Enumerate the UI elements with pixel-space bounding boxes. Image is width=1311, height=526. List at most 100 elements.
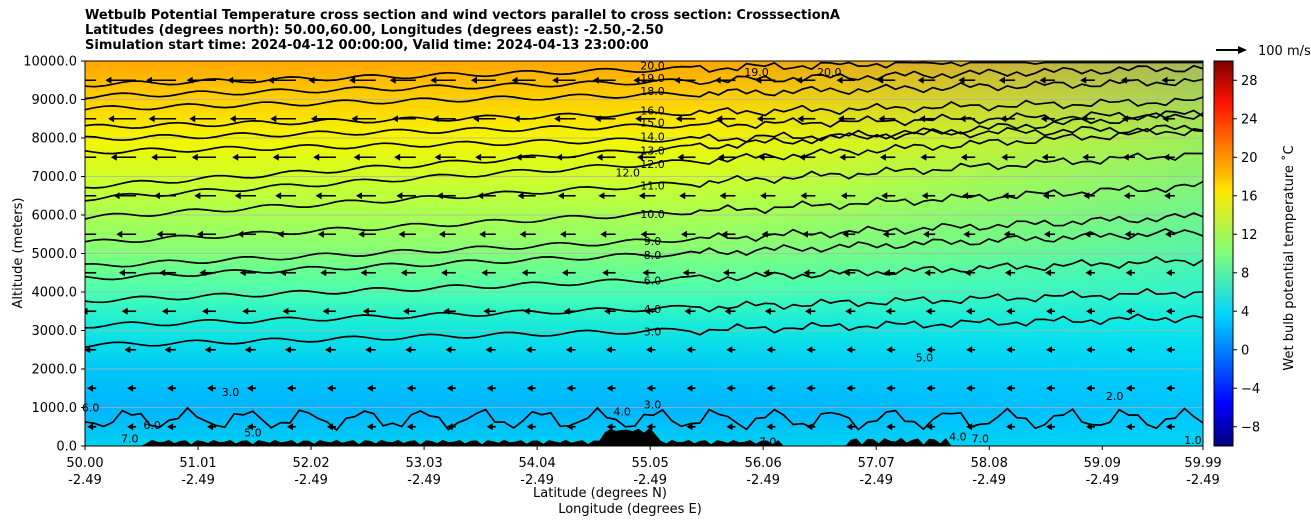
wind-vector-arrow-icon: [526, 384, 536, 392]
wind-vector-arrow-icon: [795, 76, 816, 84]
wind-vector-arrow-icon: [445, 346, 456, 354]
wind-vector-arrow-icon: [766, 423, 776, 431]
wind-vector-arrow-icon: [1002, 192, 1016, 200]
colorbar-label: Wet bulb potential temperature ˚C: [1281, 145, 1297, 370]
wind-vector-arrow-icon: [877, 76, 896, 84]
wind-vector-arrow-icon: [563, 307, 576, 315]
wind-vector-arrow-icon: [800, 192, 816, 200]
wind-vector-arrow-icon: [594, 115, 616, 123]
wind-vector-arrow-icon: [964, 269, 976, 277]
wind-vector-arrow-icon: [566, 423, 576, 431]
wind-vector-arrow-icon: [561, 269, 576, 277]
wind-vector-arrow-icon: [315, 192, 336, 200]
wind-vector-arrow-icon: [365, 346, 376, 354]
wind-vector-arrow-icon: [481, 269, 496, 277]
wind-vector-arrow-icon: [846, 423, 856, 431]
wind-vector-arrow-icon: [1046, 307, 1056, 315]
contour-label: 3.0: [644, 398, 662, 411]
wind-vector-arrow-icon: [801, 230, 816, 238]
x-tick-label-lon: -2.49: [407, 473, 441, 488]
wind-key-arrowhead-icon: [1238, 46, 1247, 54]
contour-line: [85, 124, 1203, 155]
wind-vector-arrow-icon: [842, 230, 856, 238]
wind-vector-arrow-icon: [85, 271, 97, 274]
wind-vector-arrow-icon: [1163, 153, 1175, 161]
wind-vector-arrow-icon: [118, 269, 137, 277]
wind-vector-arrow-icon: [719, 192, 736, 200]
wind-vector-arrow-icon: [446, 423, 456, 431]
x-tick-label-lat: 55.05: [632, 456, 669, 471]
wind-vector-arrow-icon: [926, 384, 936, 392]
wind-vector-arrow-icon: [156, 230, 177, 238]
wind-vector-arrow-icon: [1000, 115, 1016, 123]
x-tick-label-lon: -2.49: [1085, 473, 1119, 488]
wind-vector-arrow-icon: [349, 76, 376, 84]
chart-title: Wetbulb Potential Temperature cross sect…: [85, 8, 840, 53]
wind-vector-arrow-icon: [286, 423, 296, 431]
wind-vector-arrow-icon: [679, 192, 696, 200]
contour-line: [85, 313, 1203, 349]
wind-vector-arrow-icon: [845, 307, 856, 315]
y-axis-label: Altitude (meters): [11, 198, 26, 309]
wind-vector-arrow-icon: [596, 153, 616, 161]
y-tick-label: 5000.0: [32, 247, 78, 262]
wind-vector-arrow-icon: [277, 230, 296, 238]
wind-vector-arrow-icon: [434, 153, 456, 161]
contour-label: 12.0: [616, 167, 641, 180]
x-tick-label-lon: -2.49: [633, 473, 667, 488]
wind-vector-arrow-icon: [839, 153, 856, 161]
wind-vector-arrow-icon: [1046, 384, 1056, 392]
wind-vector-arrow-icon: [191, 153, 217, 161]
x-tick-label-lat: 54.04: [519, 456, 556, 471]
wind-vector-arrow-icon: [606, 423, 616, 431]
wind-vector-arrow-icon: [803, 269, 816, 277]
wind-vector-arrow-icon: [234, 192, 257, 200]
wind-vector-arrow-icon: [726, 346, 736, 354]
x-axis-label-longitude: Longitude (degrees E): [558, 502, 702, 517]
wind-vector-arrow-icon: [958, 76, 976, 84]
wind-vector-arrow-icon: [477, 192, 496, 200]
wind-vector-arrow-icon: [1124, 230, 1135, 238]
wind-vectors: [85, 76, 1175, 431]
wind-vector-arrow-icon: [1125, 269, 1135, 277]
wind-vector-arrow-icon: [1003, 230, 1016, 238]
wind-vector-arrow-icon: [85, 233, 97, 236]
wind-vector-arrow-icon: [366, 384, 376, 392]
wind-vector-arrow-icon: [87, 423, 97, 431]
wind-vector-arrow-icon: [882, 230, 896, 238]
wind-vector-arrow-icon: [148, 115, 177, 123]
y-tick-label: 4000.0: [32, 286, 78, 301]
contour-label: 3.0: [222, 386, 240, 399]
wind-vector-arrow-icon: [523, 307, 536, 315]
contour-line: [85, 227, 1203, 281]
wind-vector-arrow-icon: [926, 346, 936, 354]
wind-vector-arrow-icon: [483, 307, 496, 315]
wind-vector-arrow-icon: [881, 192, 896, 200]
wind-vector-arrow-icon: [635, 115, 656, 123]
x-axis-label-latitude: Latitude (degrees N): [533, 486, 667, 501]
wind-vector-arrow-icon: [313, 153, 336, 161]
wind-vector-arrow-icon: [322, 307, 336, 315]
wind-vector-arrow-icon: [121, 307, 137, 315]
wind-vector-arrow-icon: [310, 115, 336, 123]
wind-vector-arrow-icon: [919, 115, 936, 123]
wind-vector-arrow-icon: [244, 346, 257, 354]
wind-vector-arrow-icon: [116, 230, 137, 238]
colorbar-tick-label: −4: [1241, 382, 1260, 397]
wind-vector-arrow-icon: [761, 230, 776, 238]
wind-vector-arrow-icon: [406, 384, 416, 392]
contour-label: 5.0: [916, 351, 934, 364]
wind-vector-arrow-icon: [606, 384, 616, 392]
wind-vector-arrow-icon: [1082, 153, 1096, 161]
wind-vector-arrow-icon: [1081, 115, 1096, 123]
wind-vector-arrow-icon: [326, 423, 336, 431]
colorbar-tick-label: 28: [1241, 74, 1258, 89]
wind-vector-arrow-icon: [963, 230, 976, 238]
wind-vector-arrow-icon: [605, 346, 616, 354]
wind-vector-arrow-icon: [1046, 346, 1056, 354]
wind-vector-arrow-icon: [403, 307, 416, 315]
contour-label: 19.0: [640, 72, 665, 85]
wind-vector-arrow-icon: [441, 269, 456, 277]
wind-vector-arrow-icon: [592, 76, 616, 84]
wind-vector-arrow-icon: [886, 346, 896, 354]
